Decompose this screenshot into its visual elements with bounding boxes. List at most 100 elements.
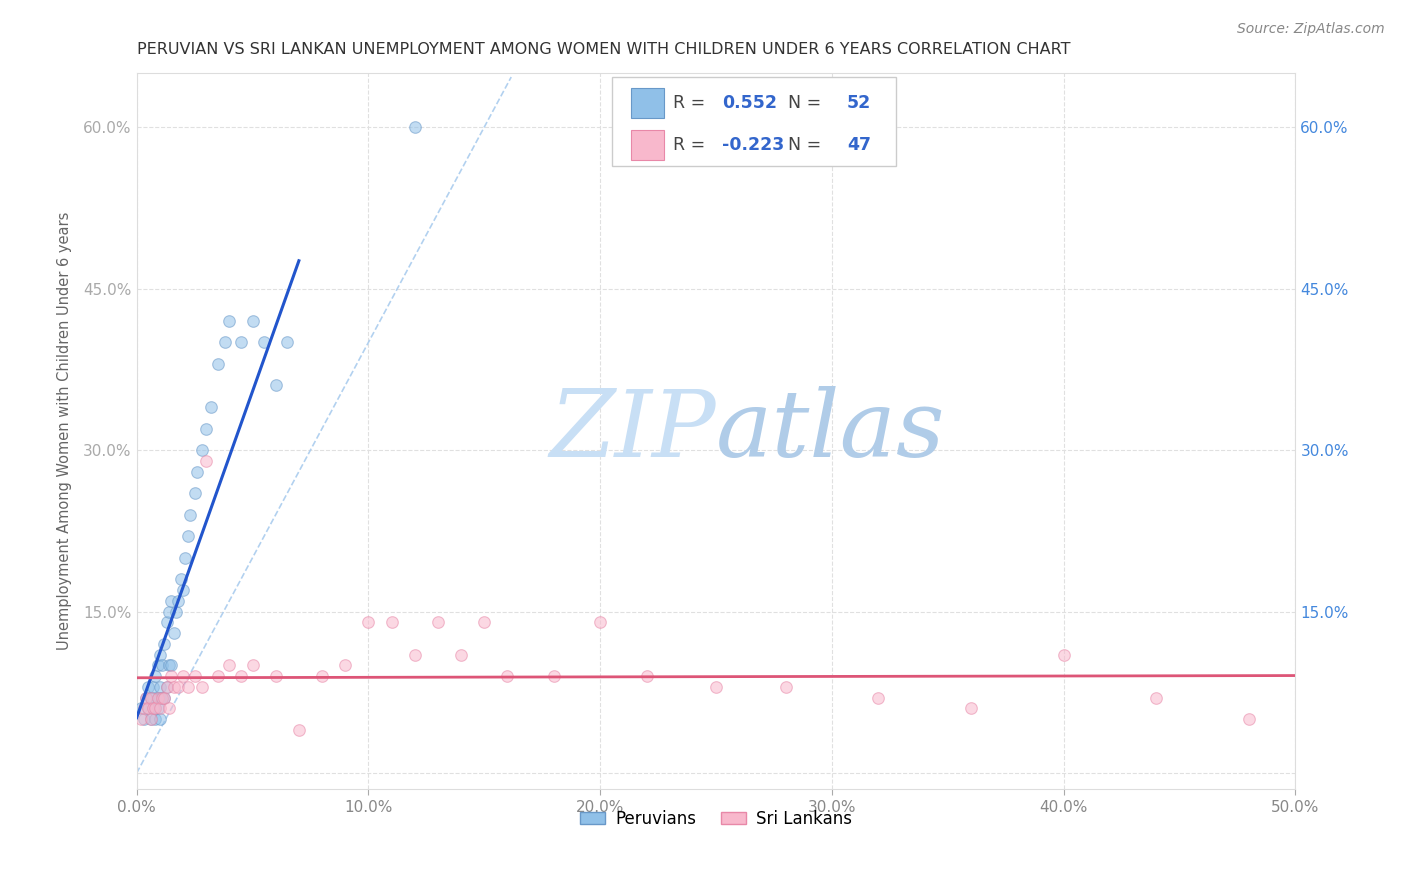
Point: [589, 615, 612, 630]
Point: [200, 400, 222, 414]
Text: Source: ZipAtlas.com: Source: ZipAtlas.com: [1237, 22, 1385, 37]
Point: [207, 357, 229, 371]
Point: [207, 669, 229, 683]
Point: [143, 669, 166, 683]
Point: [139, 690, 162, 705]
Point: [543, 669, 565, 683]
Point: [229, 335, 252, 350]
Point: [960, 701, 983, 715]
Point: [136, 680, 159, 694]
Point: [1237, 712, 1260, 726]
Point: [1144, 690, 1167, 705]
Point: [229, 669, 252, 683]
Point: [335, 658, 357, 673]
Text: 0.552: 0.552: [721, 95, 778, 112]
Point: [311, 669, 333, 683]
Point: [195, 421, 218, 435]
Point: [135, 690, 157, 705]
Point: [167, 594, 190, 608]
Point: [253, 335, 276, 350]
Point: [132, 712, 155, 726]
Point: [218, 314, 240, 328]
Point: [163, 680, 186, 694]
Point: [146, 690, 169, 705]
Point: [868, 690, 890, 705]
Point: [174, 550, 197, 565]
Legend: Peruvians, Sri Lankans: Peruvians, Sri Lankans: [574, 804, 859, 835]
Point: [172, 669, 194, 683]
Text: atlas: atlas: [716, 386, 946, 476]
Y-axis label: Unemployment Among Women with Children Under 6 years: Unemployment Among Women with Children U…: [58, 212, 72, 650]
Point: [142, 701, 165, 715]
Point: [153, 637, 176, 651]
Point: [214, 335, 236, 350]
Point: [472, 615, 495, 630]
Point: [160, 669, 183, 683]
Point: [179, 508, 201, 522]
Point: [160, 594, 183, 608]
Point: [146, 690, 169, 705]
Point: [139, 712, 162, 726]
Point: [156, 680, 179, 694]
Point: [139, 690, 162, 705]
Point: [143, 712, 166, 726]
Point: [195, 454, 218, 468]
Point: [156, 680, 179, 694]
Point: [426, 615, 449, 630]
Point: [190, 443, 212, 458]
Point: [142, 680, 165, 694]
Point: [153, 690, 176, 705]
Point: [172, 582, 194, 597]
Point: [160, 658, 183, 673]
Point: [636, 669, 658, 683]
Text: N =: N =: [778, 136, 827, 153]
Text: -0.223: -0.223: [721, 136, 785, 153]
Point: [190, 680, 212, 694]
Point: [183, 669, 205, 683]
Point: [149, 690, 172, 705]
Point: [149, 712, 172, 726]
Point: [183, 486, 205, 500]
Point: [129, 712, 152, 726]
Point: [157, 701, 180, 715]
Point: [176, 680, 198, 694]
Point: [165, 605, 187, 619]
Point: [381, 615, 404, 630]
Text: ZIP: ZIP: [550, 386, 716, 476]
Text: 52: 52: [846, 95, 872, 112]
Point: [146, 658, 169, 673]
Point: [136, 701, 159, 715]
FancyBboxPatch shape: [631, 88, 664, 119]
FancyBboxPatch shape: [631, 129, 664, 160]
Point: [242, 314, 264, 328]
Text: R =: R =: [673, 136, 711, 153]
Point: [450, 648, 472, 662]
Point: [156, 615, 179, 630]
Point: [288, 723, 311, 737]
Point: [186, 465, 208, 479]
Point: [129, 701, 152, 715]
Point: [143, 701, 166, 715]
Text: PERUVIAN VS SRI LANKAN UNEMPLOYMENT AMONG WOMEN WITH CHILDREN UNDER 6 YEARS CORR: PERUVIAN VS SRI LANKAN UNEMPLOYMENT AMON…: [136, 42, 1070, 57]
Point: [150, 690, 173, 705]
Point: [139, 712, 162, 726]
Point: [150, 658, 173, 673]
Point: [135, 690, 157, 705]
Point: [264, 378, 287, 392]
Point: [153, 690, 176, 705]
Point: [176, 529, 198, 543]
Point: [146, 701, 169, 715]
Point: [404, 648, 426, 662]
Point: [149, 680, 172, 694]
Text: N =: N =: [778, 95, 827, 112]
Point: [404, 120, 426, 134]
Point: [143, 701, 166, 715]
Point: [357, 615, 380, 630]
Point: [132, 701, 155, 715]
Point: [157, 658, 180, 673]
Point: [264, 669, 287, 683]
Point: [170, 572, 193, 586]
Point: [142, 701, 165, 715]
FancyBboxPatch shape: [612, 77, 896, 166]
Text: 47: 47: [846, 136, 870, 153]
